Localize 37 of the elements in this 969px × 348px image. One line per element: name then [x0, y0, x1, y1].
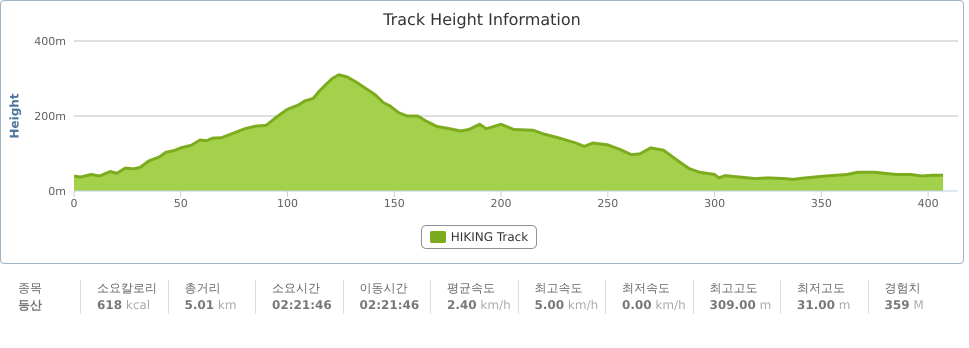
- x-tick-label: 200: [490, 196, 512, 210]
- text: 최저속도: [622, 280, 671, 297]
- text: 0.00 km/h: [622, 297, 687, 314]
- text: 최고고도: [710, 280, 758, 297]
- text: 종목: [18, 280, 43, 297]
- chart-title: Track Height Information: [382, 10, 582, 29]
- text: 5.01 km: [184, 297, 238, 314]
- text: 경험치: [884, 280, 922, 297]
- text: 소요시간: [272, 280, 321, 297]
- y-tick-label: 400m: [34, 34, 66, 48]
- text: 02:21:46: [360, 297, 420, 314]
- y-axis-title: Height: [7, 93, 22, 139]
- text: 소요칼로리: [97, 280, 158, 297]
- x-tick-label: 50: [174, 196, 188, 210]
- text: 최고속도: [534, 280, 584, 297]
- x-tick-label: 250: [597, 196, 618, 210]
- x-tick-label: 0: [70, 196, 78, 210]
- text: 359 M: [884, 297, 925, 314]
- text: 총거리: [184, 280, 222, 297]
- text: 최저고도: [797, 280, 846, 297]
- y-tick-label: 200m: [34, 110, 66, 123]
- text: 309.00 m: [710, 297, 772, 314]
- x-tick-label: 150: [384, 196, 405, 210]
- text: 618 kcal: [97, 297, 152, 314]
- legend-label: HIKING Track: [450, 230, 528, 244]
- text: 2.40 km/h: [447, 297, 512, 314]
- x-tick-label: 400: [918, 196, 939, 210]
- text: 등산: [18, 297, 43, 314]
- text: 31.00 m: [797, 297, 852, 314]
- text: 5.00 km/h: [534, 297, 600, 314]
- text: 평균속도: [447, 280, 496, 297]
- text: 02:21:46: [272, 297, 333, 314]
- x-tick-label: 100: [277, 196, 298, 210]
- x-tick-label: 350: [810, 196, 832, 210]
- y-tick-label: 0m: [48, 184, 66, 198]
- x-tick-label: 300: [704, 196, 726, 210]
- text: 이동시간: [360, 280, 408, 297]
